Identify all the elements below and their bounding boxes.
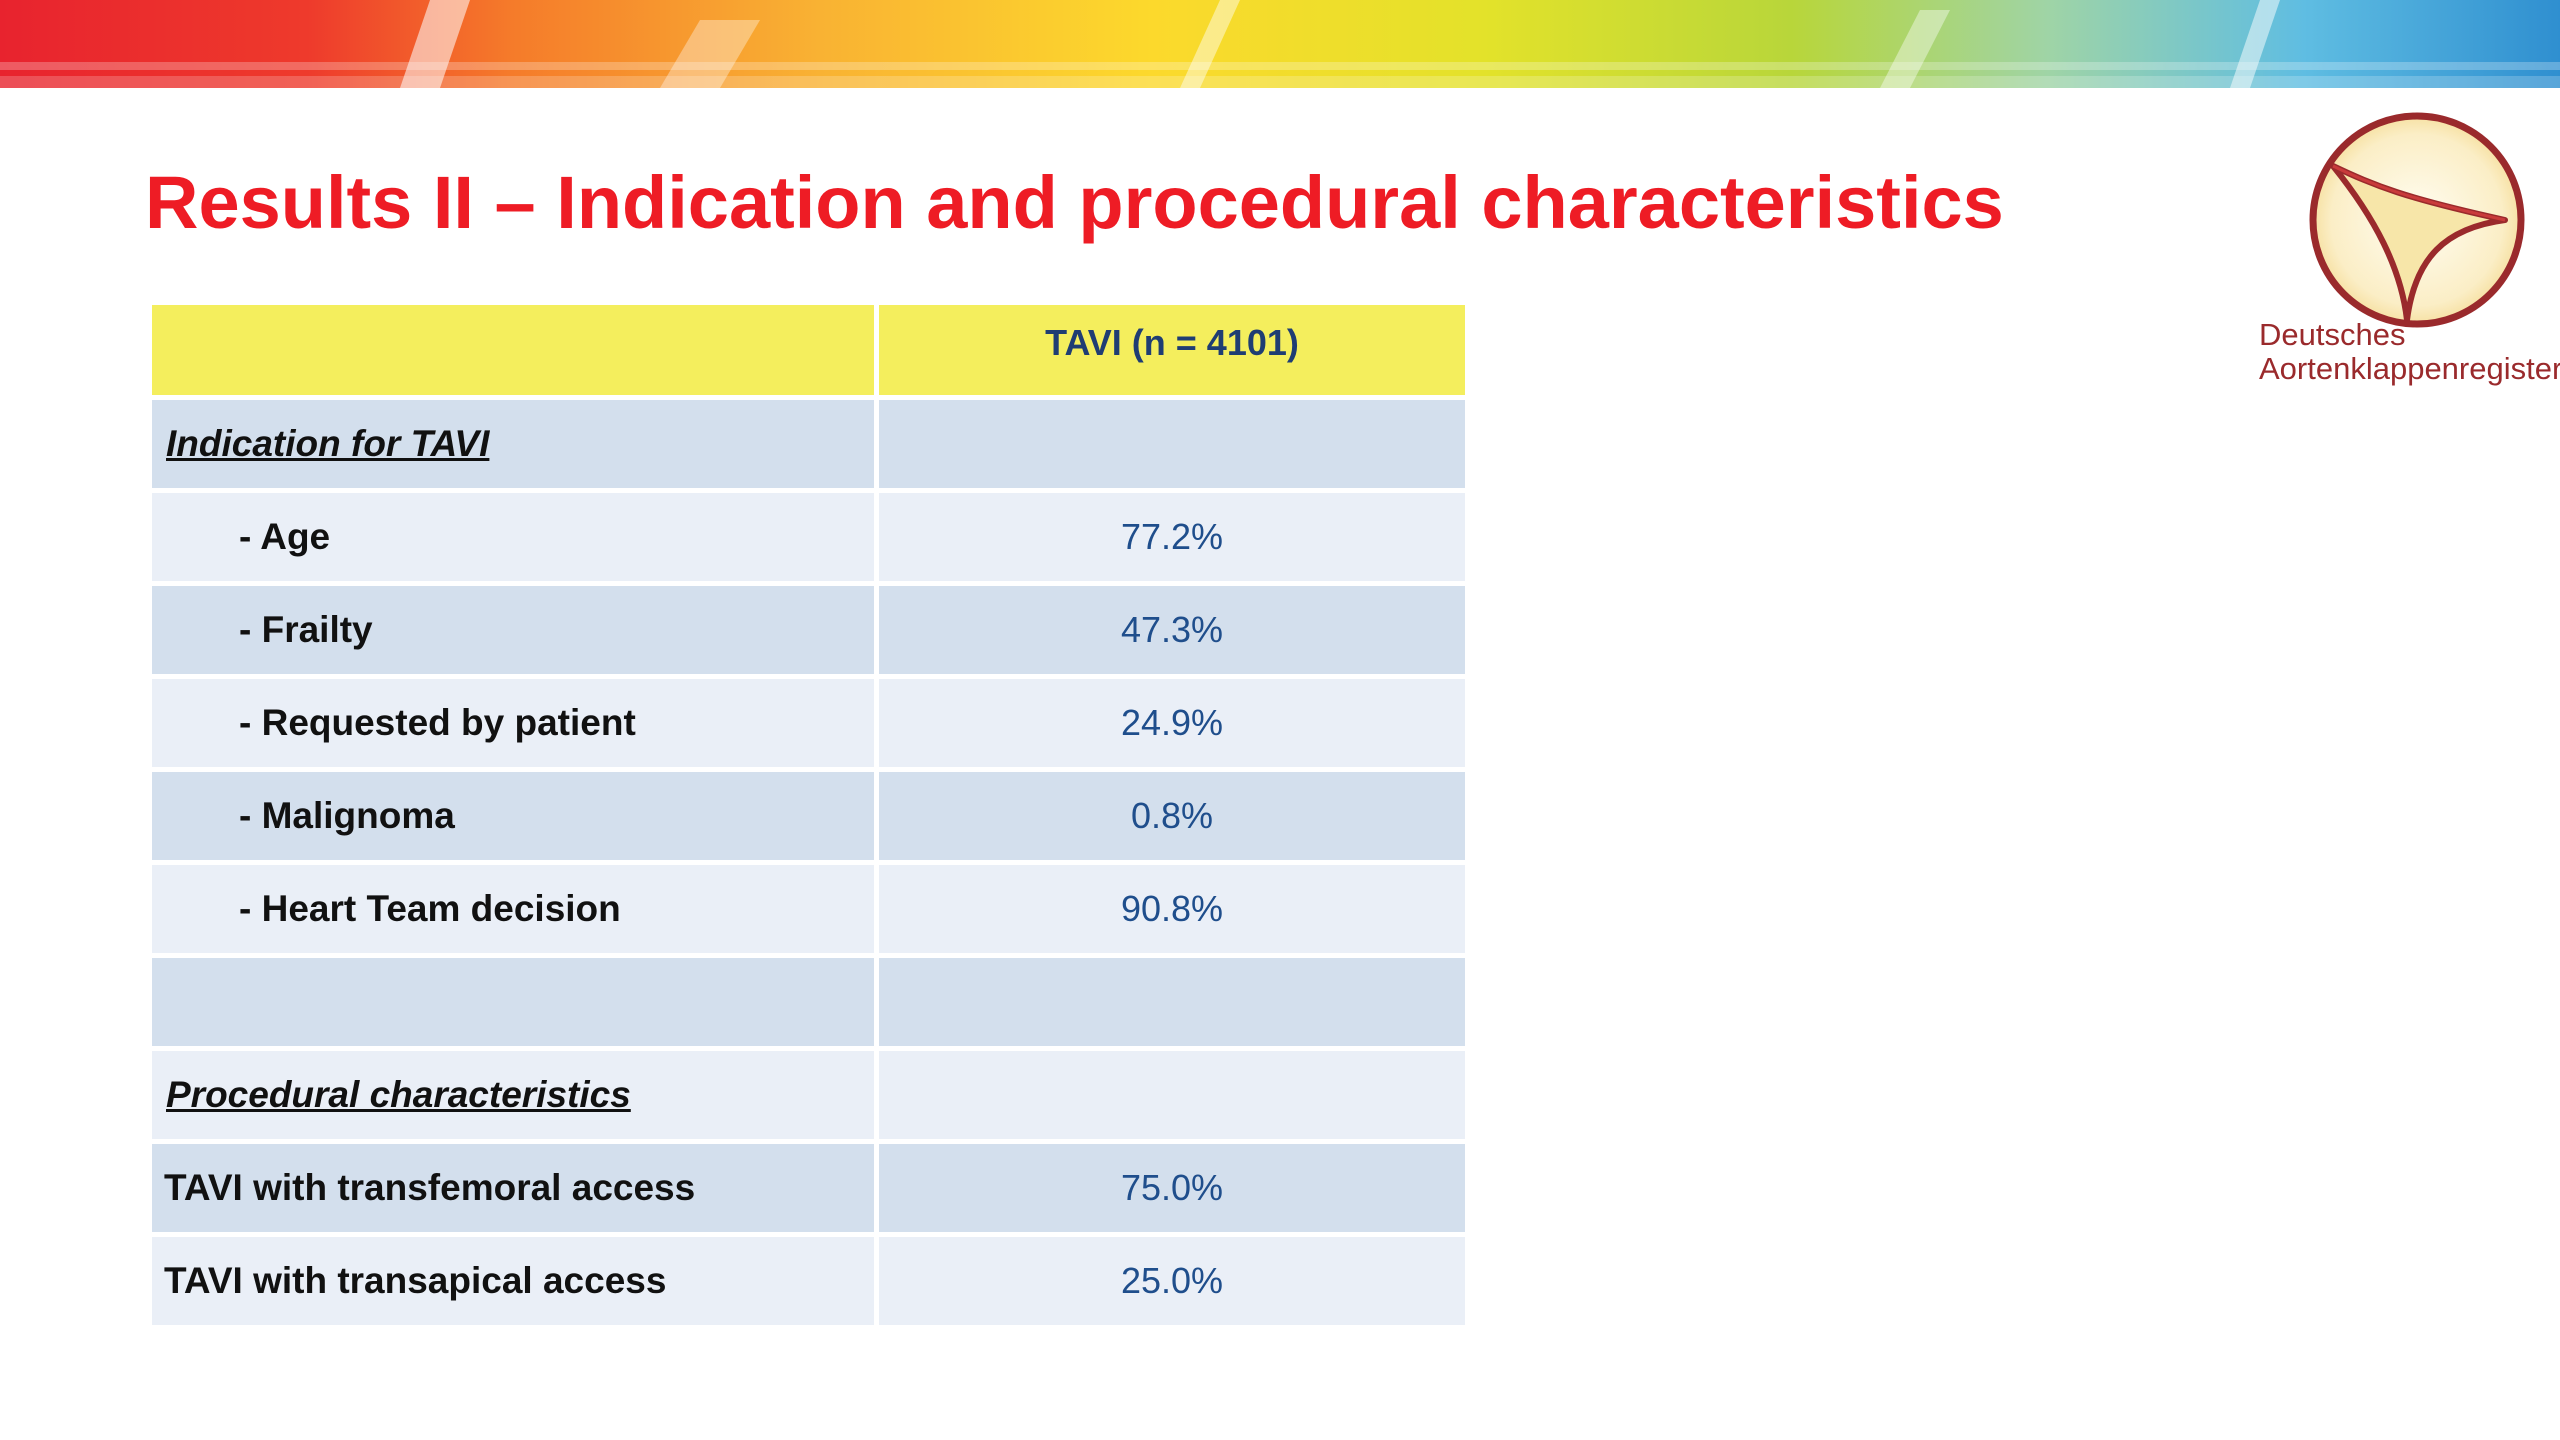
section-label-procedural: Procedural characteristics xyxy=(166,1074,631,1115)
logo-text-line2: Aortenklappenregister xyxy=(2259,351,2560,386)
section-row-indication: Indication for TAVI xyxy=(152,397,1465,493)
column-header-tavi: TAVI (n = 4101) xyxy=(1045,322,1299,363)
slide-title: Results II – Indication and procedural c… xyxy=(145,161,2004,244)
table-row: - Requested by patient 24.9% xyxy=(152,676,1465,772)
results-table: TAVI (n = 4101) Indication for TAVI - Ag… xyxy=(152,305,1465,1330)
row-value: 47.3% xyxy=(1120,609,1224,650)
table-row: - Frailty 47.3% xyxy=(152,583,1465,679)
aortic-valve-logo-icon xyxy=(2309,112,2525,328)
spacer-row xyxy=(152,955,1465,1051)
row-label: TAVI with transfemoral access xyxy=(164,1167,696,1208)
row-label: - Requested by patient xyxy=(239,702,636,743)
logo-text-line1: Deutsches xyxy=(2259,317,2406,352)
row-label: TAVI with transapical access xyxy=(164,1260,667,1301)
section-label-indication: Indication for TAVI xyxy=(166,423,490,464)
table-row: - Age 77.2% xyxy=(152,490,1465,586)
row-label: - Heart Team decision xyxy=(239,888,621,929)
section-row-procedural: Procedural characteristics xyxy=(152,1048,1465,1144)
header-label-cell xyxy=(152,305,879,400)
table-row: TAVI with transapical access 25.0% xyxy=(152,1234,1465,1330)
row-value: 77.2% xyxy=(1120,516,1224,557)
rainbow-banner xyxy=(0,0,2560,90)
row-value: 90.8% xyxy=(1120,888,1224,929)
row-value: 25.0% xyxy=(1120,1260,1224,1301)
table-row: TAVI with transfemoral access 75.0% xyxy=(152,1141,1465,1237)
registry-logo: Deutsches Aortenklappenregister xyxy=(2255,100,2560,400)
row-label: - Age xyxy=(239,516,331,557)
table-row: - Malignoma 0.8% xyxy=(152,769,1465,865)
row-value: 0.8% xyxy=(1130,795,1214,836)
row-value: 75.0% xyxy=(1120,1167,1224,1208)
row-label: - Frailty xyxy=(239,609,373,650)
table-header-row: TAVI (n = 4101) xyxy=(152,305,1465,400)
row-value: 24.9% xyxy=(1120,702,1224,743)
row-label: - Malignoma xyxy=(239,795,455,836)
table-row: - Heart Team decision 90.8% xyxy=(152,862,1465,958)
header-value-cell: TAVI (n = 4101) xyxy=(876,305,1465,400)
